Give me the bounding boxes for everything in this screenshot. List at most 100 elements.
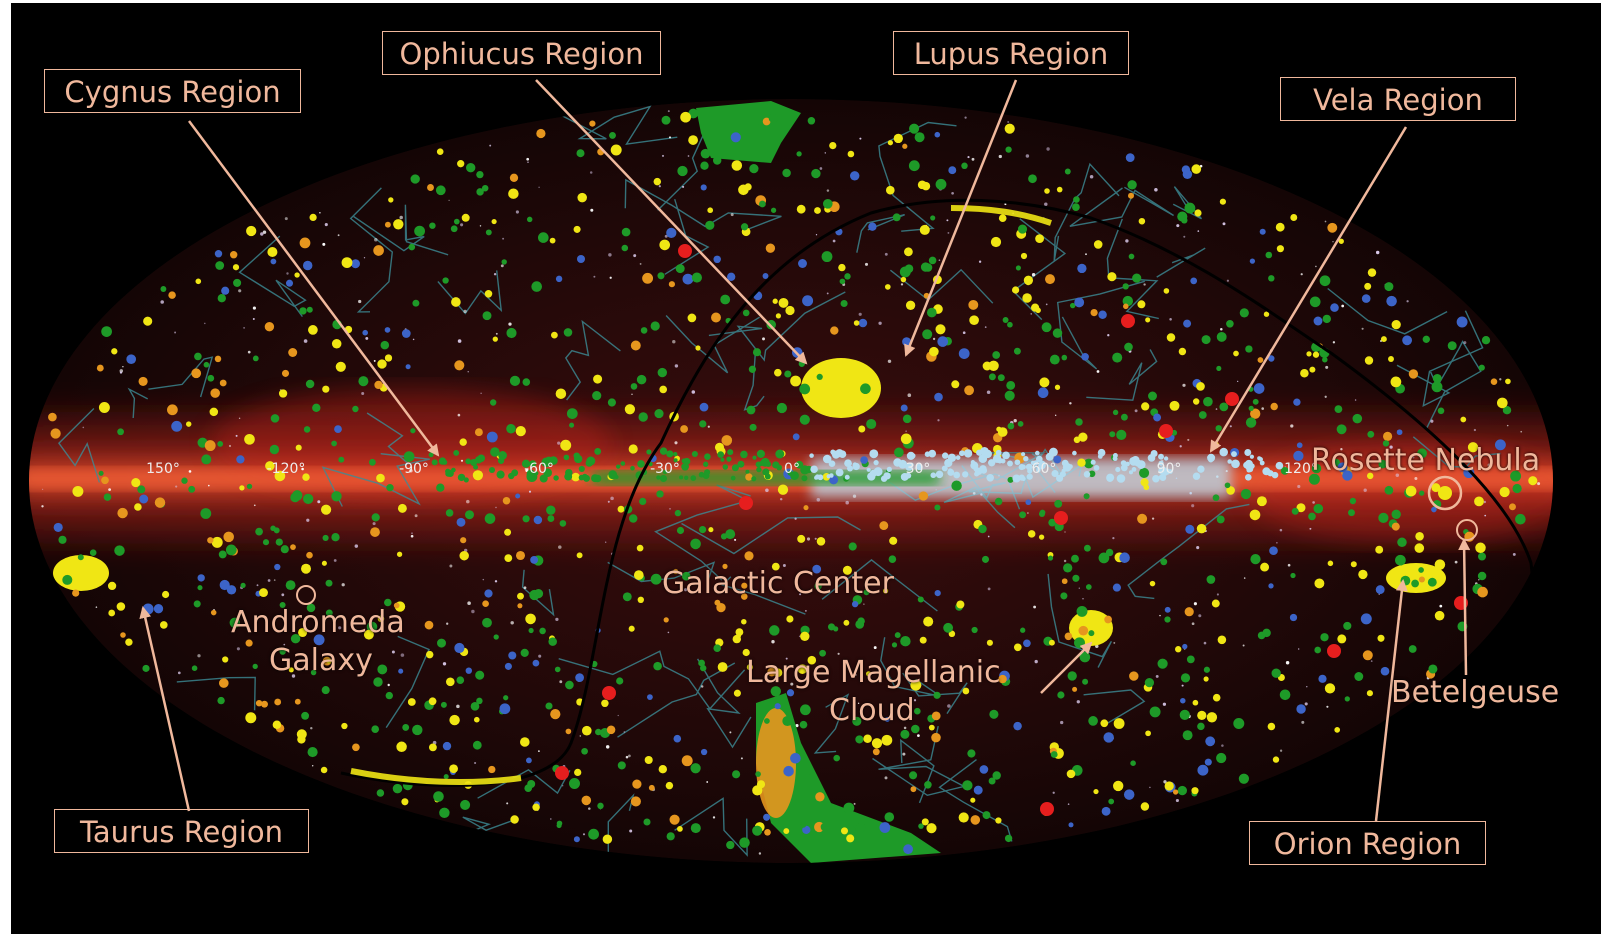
star <box>617 714 619 717</box>
source-dot <box>181 477 188 484</box>
source-dot <box>259 588 268 598</box>
source-dot <box>445 509 454 517</box>
plane-source-dot <box>1219 447 1228 457</box>
source-dot <box>725 529 736 540</box>
source-dot <box>1391 319 1401 330</box>
plane-source-dot <box>496 470 505 479</box>
source-dot <box>759 200 766 208</box>
plane-source-dot <box>1125 461 1130 467</box>
lupus-region-label: Lupus Region <box>893 31 1129 75</box>
star <box>1287 563 1291 567</box>
constellation-line <box>176 676 256 711</box>
plane-source-dot <box>473 464 479 470</box>
plane-source-dot <box>935 470 944 479</box>
source-dot <box>338 456 345 463</box>
source-dot <box>162 590 170 599</box>
source-dot <box>665 781 674 790</box>
star <box>457 339 462 343</box>
plane-source-dot <box>988 459 996 467</box>
source-dot <box>116 602 126 611</box>
source-dot <box>846 834 855 843</box>
star <box>108 488 111 491</box>
source-dot <box>1293 398 1301 406</box>
source-dot <box>765 150 775 160</box>
source-dot <box>690 763 701 774</box>
source-dot <box>1515 513 1526 525</box>
source-dot <box>525 757 532 764</box>
source-dot <box>393 602 400 609</box>
source-dot <box>730 132 741 143</box>
source-dot <box>986 639 993 646</box>
plane-source-dot <box>428 452 434 458</box>
source-dot <box>705 220 715 230</box>
star <box>474 761 477 765</box>
source-dot <box>1422 335 1430 343</box>
source-dot <box>868 222 877 231</box>
source-dot <box>1318 674 1327 683</box>
source-dot <box>143 316 153 326</box>
source-dot <box>219 678 229 688</box>
star <box>1159 614 1161 617</box>
star <box>306 518 310 522</box>
plane-source-dot <box>457 473 466 482</box>
plane-source-dot <box>1026 473 1033 480</box>
star <box>740 757 743 760</box>
plane-source-dot <box>787 470 793 476</box>
star <box>1363 488 1367 492</box>
source-dot <box>326 658 332 664</box>
source-dot <box>881 734 893 746</box>
source-dot <box>459 550 469 561</box>
source-dot <box>688 108 699 119</box>
constellation-line <box>401 816 519 863</box>
source-dot <box>767 667 777 677</box>
source-dot <box>714 599 721 606</box>
star <box>734 538 737 541</box>
source-dot <box>246 483 253 490</box>
star <box>1067 803 1070 805</box>
source-dot <box>1037 387 1049 399</box>
source-dot <box>1013 721 1022 731</box>
source-dot <box>782 168 791 178</box>
source-dot <box>633 570 644 580</box>
source-dot <box>1428 664 1438 674</box>
star <box>1078 587 1080 589</box>
source-dot <box>449 764 458 774</box>
plane-source-dot <box>810 465 818 473</box>
star <box>1033 605 1037 609</box>
source-dot <box>425 650 434 659</box>
source-dot <box>1496 397 1508 409</box>
source-dot <box>545 702 553 710</box>
source-dot <box>1206 712 1218 723</box>
source-dot <box>551 331 558 339</box>
source-dot <box>680 425 688 433</box>
star <box>795 724 799 728</box>
star <box>122 365 124 368</box>
star <box>494 580 498 583</box>
source-dot <box>933 691 941 699</box>
source-dot <box>1216 752 1227 764</box>
star <box>794 517 797 520</box>
source-dot <box>1112 409 1119 416</box>
source-dot <box>103 493 112 501</box>
source-dot <box>838 263 846 272</box>
plane-source-dot <box>722 464 729 470</box>
source-dot <box>1148 391 1157 401</box>
source-dot <box>1337 634 1347 644</box>
source-dot <box>1017 421 1024 427</box>
star <box>854 673 857 676</box>
star <box>1107 334 1110 337</box>
source-dot <box>98 470 104 476</box>
source-dot <box>1079 651 1091 663</box>
star <box>905 430 907 432</box>
source-dot <box>752 785 763 796</box>
source-dot <box>658 765 667 774</box>
source-dot <box>847 150 855 158</box>
source-dot <box>307 747 318 758</box>
source-dot <box>222 656 229 663</box>
source-dot <box>1072 574 1080 582</box>
star <box>986 390 991 394</box>
source-dot <box>885 185 895 195</box>
source-dot <box>909 123 920 134</box>
star <box>964 116 967 119</box>
source-dot <box>1418 576 1425 583</box>
